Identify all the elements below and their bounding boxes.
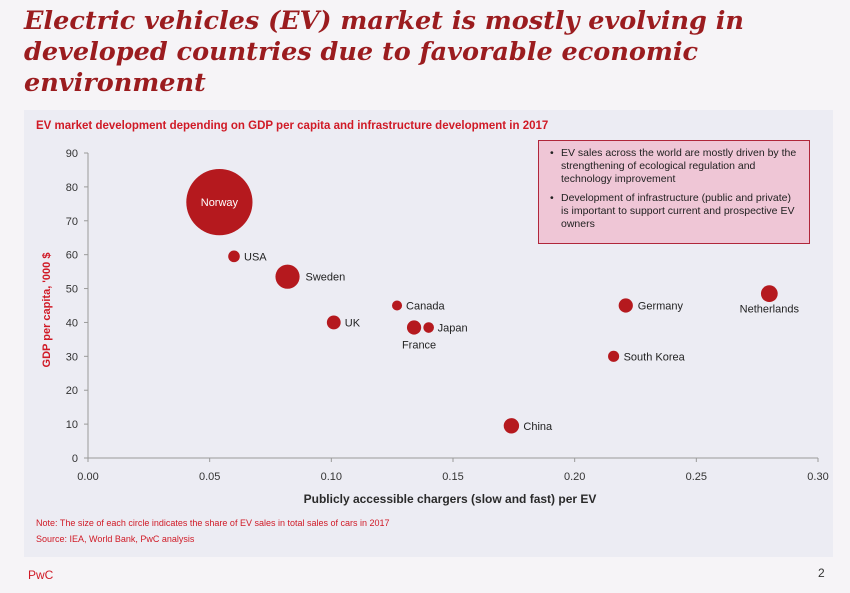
data-point bbox=[618, 298, 633, 313]
y-tick-label: 50 bbox=[66, 284, 78, 296]
x-tick-label: 0.15 bbox=[442, 471, 463, 483]
footer-brand: PwC bbox=[28, 568, 54, 582]
chart-source: Source: IEA, World Bank, PwC analysis bbox=[36, 534, 195, 544]
data-point-label: USA bbox=[244, 251, 267, 263]
x-tick-label: 0.05 bbox=[199, 471, 220, 483]
data-point-label: Canada bbox=[406, 301, 445, 313]
data-point-label: Netherlands bbox=[740, 304, 800, 316]
x-tick-label: 0.30 bbox=[807, 471, 828, 483]
data-point-label: Norway bbox=[201, 197, 239, 209]
data-point bbox=[275, 264, 300, 289]
data-point-label: South Korea bbox=[624, 351, 686, 363]
chart-note: Note: The size of each circle indicates … bbox=[36, 518, 390, 528]
data-point bbox=[228, 250, 240, 263]
insights-callout: EV sales across the world are mostly dri… bbox=[538, 140, 810, 244]
y-tick-label: 80 bbox=[66, 182, 78, 194]
data-point-label: France bbox=[402, 340, 436, 352]
data-point-label: Germany bbox=[638, 301, 684, 313]
data-point bbox=[186, 169, 253, 236]
data-point bbox=[326, 315, 341, 330]
data-point bbox=[392, 300, 403, 311]
page-number: 2 bbox=[818, 566, 825, 580]
slide-title: Electric vehicles (EV) market is mostly … bbox=[24, 6, 744, 98]
data-point bbox=[406, 320, 422, 335]
chart-title: EV market development depending on GDP p… bbox=[36, 120, 549, 132]
y-tick-label: 60 bbox=[66, 250, 78, 262]
y-tick-label: 90 bbox=[66, 148, 78, 160]
data-point bbox=[760, 285, 778, 303]
data-point-label: Japan bbox=[438, 323, 468, 335]
callout-bullet: Development of infrastructure (public an… bbox=[550, 192, 801, 231]
data-point-label: China bbox=[523, 421, 553, 433]
y-axis-label: GDP per capita, '000 $ bbox=[41, 252, 53, 368]
data-point bbox=[503, 418, 520, 434]
y-tick-label: 30 bbox=[66, 351, 78, 363]
callout-bullet: EV sales across the world are mostly dri… bbox=[550, 147, 801, 186]
x-tick-label: 0.25 bbox=[686, 471, 707, 483]
y-tick-label: 0 bbox=[72, 453, 78, 465]
data-point bbox=[423, 322, 434, 333]
x-tick-label: 0.10 bbox=[321, 471, 342, 483]
x-tick-label: 0.00 bbox=[77, 471, 98, 483]
data-point-label: UK bbox=[345, 317, 361, 329]
y-tick-label: 10 bbox=[66, 419, 78, 431]
x-tick-label: 0.20 bbox=[564, 471, 585, 483]
y-tick-label: 70 bbox=[66, 216, 78, 228]
x-axis-label: Publicly accessible chargers (slow and f… bbox=[303, 492, 597, 506]
y-tick-label: 40 bbox=[66, 317, 78, 329]
data-point bbox=[608, 350, 620, 362]
y-tick-label: 20 bbox=[66, 385, 78, 397]
data-point-label: Sweden bbox=[306, 272, 346, 284]
